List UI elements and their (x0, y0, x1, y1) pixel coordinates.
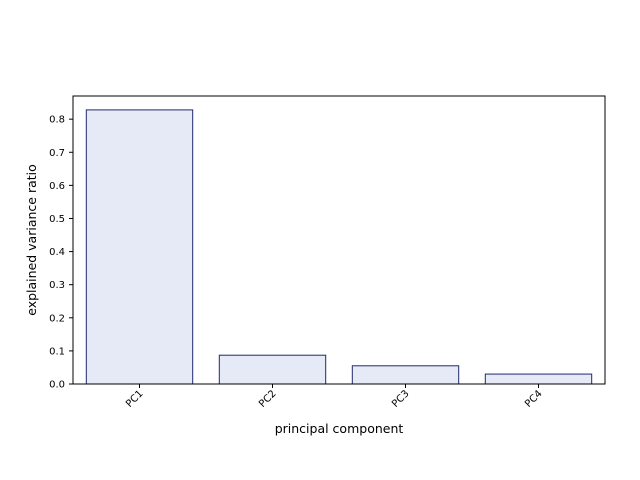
y-tick-label: 0.4 (49, 247, 65, 258)
x-tick-label: PC4 (523, 388, 544, 409)
bar-pc1 (85, 109, 194, 385)
bars (85, 109, 593, 385)
y-tick-label: 0.6 (49, 181, 65, 192)
y-tick-label: 0.0 (49, 380, 65, 391)
x-tick-label: PC1 (124, 388, 145, 409)
y-tick-label: 0.5 (49, 214, 65, 225)
x-tick-label: PC2 (257, 388, 278, 409)
y-axis-label: explained variance ratio (24, 164, 39, 316)
bar-pc3 (351, 365, 460, 385)
bar-pc2 (218, 354, 327, 385)
x-tick-label: PC3 (390, 388, 411, 409)
y-axis: 0.0 0.1 0.2 0.3 0.4 0.5 0.6 0.7 0.8 (49, 115, 73, 391)
bar-pc4 (484, 373, 593, 385)
y-tick-label: 0.3 (49, 280, 65, 291)
y-tick-label: 0.1 (49, 346, 65, 357)
y-tick-label: 0.2 (49, 313, 65, 324)
x-axis-label: principal component (275, 421, 404, 436)
x-axis: PC1 PC2 PC3 PC4 (124, 384, 545, 410)
plot-frame (72, 95, 606, 385)
y-tick-label: 0.7 (49, 148, 65, 159)
y-tick-label: 0.8 (49, 115, 65, 126)
